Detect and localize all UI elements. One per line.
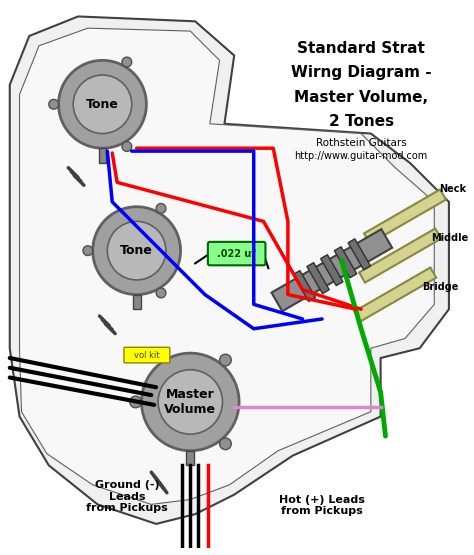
Circle shape — [130, 396, 142, 408]
Circle shape — [156, 288, 166, 298]
Text: 2 Tones: 2 Tones — [328, 114, 393, 129]
Circle shape — [49, 99, 59, 109]
Polygon shape — [320, 255, 343, 286]
Text: Bridge: Bridge — [422, 282, 459, 292]
Polygon shape — [19, 28, 434, 504]
Text: Master Volume,: Master Volume, — [294, 90, 428, 105]
Circle shape — [93, 207, 181, 295]
Circle shape — [219, 354, 231, 366]
Circle shape — [158, 370, 222, 434]
Bar — [186, 451, 194, 465]
Text: Neck: Neck — [439, 184, 466, 194]
Polygon shape — [348, 239, 371, 270]
Text: http://www.guitar-mod.com: http://www.guitar-mod.com — [294, 151, 428, 161]
Circle shape — [83, 246, 93, 255]
Text: Middle: Middle — [431, 233, 469, 243]
Circle shape — [122, 57, 132, 67]
Text: vol kit: vol kit — [134, 351, 159, 360]
Circle shape — [142, 353, 239, 451]
Circle shape — [122, 142, 132, 152]
Circle shape — [107, 221, 166, 280]
Polygon shape — [364, 189, 446, 244]
Polygon shape — [307, 263, 329, 294]
Text: Ground (-)
Leads
from Pickups: Ground (-) Leads from Pickups — [86, 480, 168, 513]
FancyBboxPatch shape — [124, 347, 170, 363]
Text: Rothstein Guitars: Rothstein Guitars — [316, 138, 407, 148]
Text: Wirng Diagram -: Wirng Diagram - — [291, 65, 431, 80]
Polygon shape — [334, 247, 357, 278]
Polygon shape — [354, 268, 436, 321]
Bar — [99, 148, 106, 163]
FancyBboxPatch shape — [208, 242, 265, 265]
Text: .022 uf: .022 uf — [218, 249, 256, 259]
Polygon shape — [10, 17, 449, 524]
Circle shape — [73, 75, 132, 134]
Circle shape — [219, 438, 231, 450]
Polygon shape — [359, 229, 441, 282]
Text: Standard Strat: Standard Strat — [297, 41, 425, 56]
Circle shape — [59, 60, 146, 148]
Bar — [133, 295, 140, 309]
Text: Master
Volume: Master Volume — [164, 388, 216, 416]
Text: Hot (+) Leads
from Pickups: Hot (+) Leads from Pickups — [279, 495, 365, 516]
Text: Tone: Tone — [120, 244, 153, 257]
Text: Tone: Tone — [86, 98, 119, 111]
Polygon shape — [272, 229, 392, 311]
Polygon shape — [293, 271, 316, 301]
Circle shape — [156, 204, 166, 213]
